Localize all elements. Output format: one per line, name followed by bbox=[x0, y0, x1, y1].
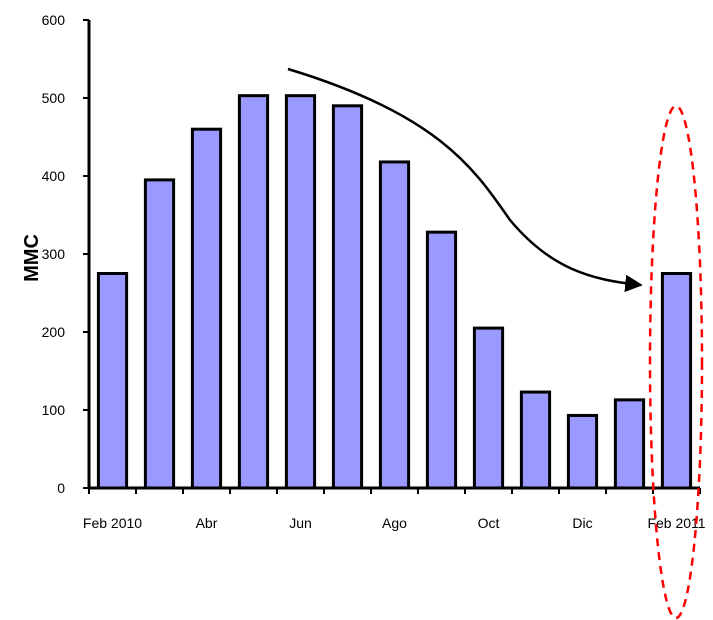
bar-8 bbox=[472, 326, 505, 490]
bar-2 bbox=[190, 127, 223, 490]
y-tick-label: 100 bbox=[42, 402, 66, 418]
bar-11 bbox=[613, 398, 646, 490]
y-tick-label: 300 bbox=[42, 246, 66, 262]
y-tick-label: 400 bbox=[42, 168, 66, 184]
bar-12 bbox=[660, 272, 693, 490]
bar-9 bbox=[519, 390, 552, 490]
bars-group bbox=[96, 94, 693, 490]
bar-7 bbox=[425, 230, 458, 490]
bar-1 bbox=[143, 178, 176, 490]
x-tick-label: Oct bbox=[478, 515, 500, 531]
y-ticks-group: 0 100 200 300 400 500 600 bbox=[42, 12, 89, 496]
bar-0 bbox=[96, 272, 129, 490]
x-tick-label: Dic bbox=[572, 515, 592, 531]
x-tick-label: Feb 2011 bbox=[647, 515, 705, 531]
bar-3 bbox=[237, 94, 270, 490]
y-axis-title: MMC bbox=[21, 234, 43, 282]
bar-5 bbox=[331, 104, 364, 490]
trend-arrow bbox=[287, 67, 643, 293]
x-tick-label: Abr bbox=[196, 515, 218, 531]
y-tick-label: 500 bbox=[42, 90, 66, 106]
bar-4 bbox=[284, 94, 317, 490]
bar-10 bbox=[566, 413, 599, 490]
x-ticks-group: Feb 2010 Abr Jun Ago Oct Dic Feb 2011 bbox=[83, 488, 706, 531]
bar-6 bbox=[378, 160, 411, 490]
x-tick-label: Jun bbox=[289, 515, 312, 531]
y-tick-label: 200 bbox=[42, 324, 66, 340]
x-tick-label: Feb 2010 bbox=[83, 515, 142, 531]
y-tick-label: 0 bbox=[57, 480, 65, 496]
y-tick-label: 600 bbox=[42, 12, 66, 28]
x-tick-label: Ago bbox=[382, 515, 407, 531]
highlight-ellipse bbox=[648, 104, 704, 620]
